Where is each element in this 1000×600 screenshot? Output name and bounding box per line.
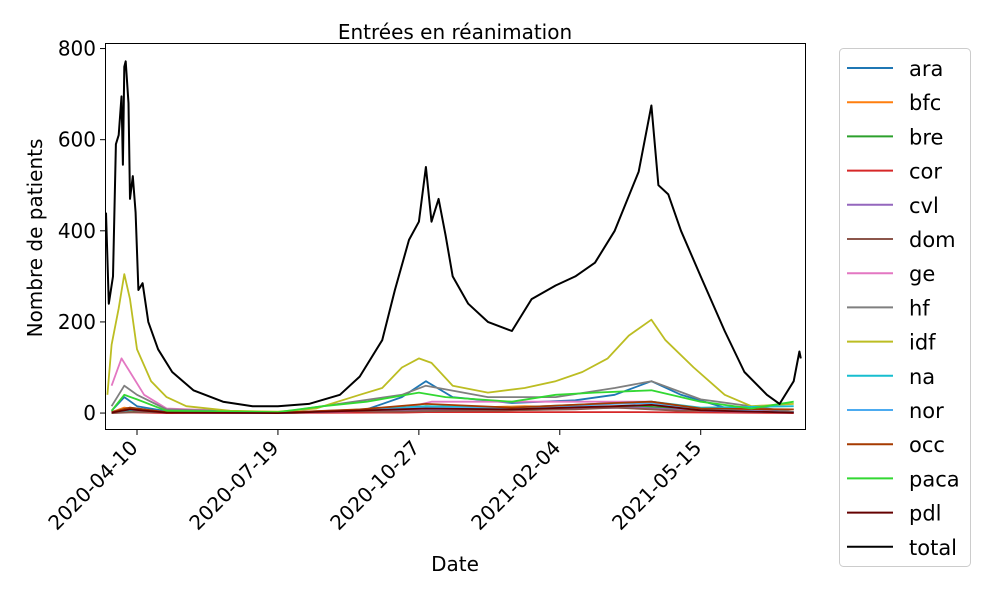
series-line-pdl — [111, 404, 794, 414]
legend-label-bre: bre — [909, 125, 943, 149]
legend-label-cvl: cvl — [909, 194, 939, 218]
legend-box — [839, 48, 971, 567]
legend-label-nor: nor — [909, 399, 944, 423]
y-tick-label: 600 — [58, 128, 96, 152]
plot-frame — [105, 43, 806, 430]
chart-title: Entrées en réanimation — [338, 20, 572, 44]
legend-label-bfc: bfc — [909, 91, 941, 115]
legend-label-idf: idf — [909, 331, 936, 355]
y-tick-label: 200 — [58, 310, 96, 334]
y-axis: 0 200 400 600 800 — [58, 37, 106, 425]
legend-label-paca: paca — [909, 467, 960, 491]
legend: ara bfc bre cor cvl dom ge hf idf na nor occ paca pdl… — [839, 48, 971, 567]
x-tick-label: 2021-05-15 — [607, 436, 706, 535]
x-tick-label: 2021-02-04 — [466, 436, 565, 535]
x-tick-label: 2020-10-27 — [325, 436, 424, 535]
series-layer — [106, 60, 802, 414]
legend-label-hf: hf — [909, 296, 930, 320]
series-line-occ — [111, 400, 794, 414]
x-tick-label: 2020-04-10 — [43, 436, 142, 535]
x-tick-label: 2020-07-19 — [184, 436, 283, 535]
y-tick-label: 800 — [58, 37, 96, 61]
legend-label-pdl: pdl — [909, 502, 942, 526]
series-line-hf — [110, 380, 794, 414]
y-axis-label: Nombre de patients — [23, 139, 47, 338]
legend-label-ara: ara — [909, 57, 943, 81]
series-line-paca — [110, 389, 794, 413]
legend-label-cor: cor — [909, 160, 942, 184]
x-axis: 2020-04-10 2020-07-19 2020-10-27 2021-02-04… — [43, 429, 706, 535]
legend-label-total: total — [909, 536, 957, 560]
series-line-total — [106, 60, 802, 408]
series-line-ara — [110, 380, 794, 414]
series-line-idf — [106, 273, 794, 413]
legend-label-occ: occ — [909, 433, 945, 457]
y-tick-label: 0 — [83, 401, 96, 425]
legend-label-ge: ge — [909, 262, 935, 286]
legend-label-dom: dom — [909, 228, 956, 252]
legend-label-na: na — [909, 365, 935, 389]
y-tick-label: 400 — [58, 219, 96, 243]
x-axis-label: Date — [431, 552, 479, 576]
